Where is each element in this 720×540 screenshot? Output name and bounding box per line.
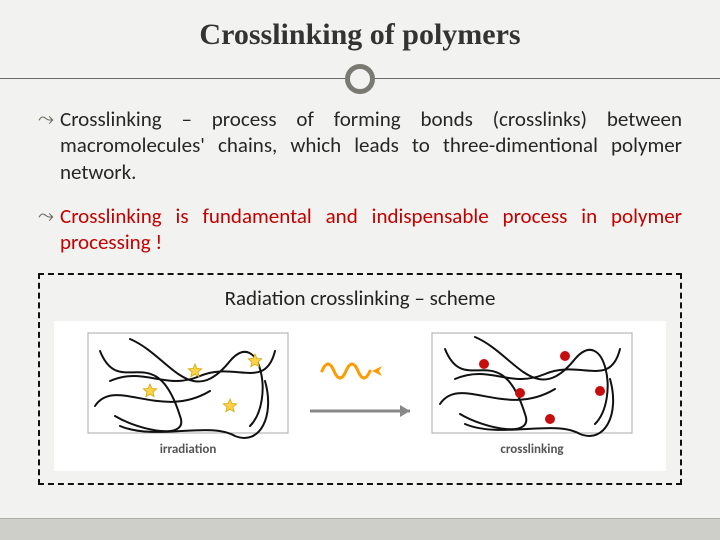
bottom-bar: [0, 518, 720, 540]
slide: Crosslinking of polymers ⤳Crosslinking –…: [0, 0, 720, 540]
process-arrowhead-icon: [400, 405, 410, 417]
radical-star-icon: [143, 384, 156, 397]
polymer-chain: [120, 381, 268, 438]
bullet-fragment: Crosslinking: [60, 106, 162, 132]
bullet-glyph-icon: ⤳: [38, 106, 54, 185]
polymer-chain: [100, 351, 181, 431]
polymer-chain: [465, 379, 613, 436]
crosslink-dot-icon: [545, 414, 555, 424]
polymer-chain: [440, 389, 555, 404]
crosslink-dot-icon: [560, 351, 570, 361]
irradiation-wave-icon: [322, 364, 370, 378]
content-area: ⤳Crosslinking – process of forming bonds…: [0, 96, 720, 255]
crosslink-dot-icon: [595, 386, 605, 396]
title-divider: [0, 62, 720, 96]
scheme-box: Radiation crosslinking – scheme irradiat…: [38, 273, 682, 485]
left-label: irradiation: [160, 442, 217, 457]
bullet-item: ⤳Crosslinking is fundamental and indispe…: [38, 203, 682, 256]
bullet-item: ⤳Crosslinking – process of forming bonds…: [38, 106, 682, 185]
irradiation-arrowhead-icon: [372, 366, 382, 376]
bullet-text: Crosslinking is fundamental and indispen…: [60, 203, 682, 256]
scheme-title: Radiation crosslinking – scheme: [54, 285, 666, 311]
slide-title: Crosslinking of polymers: [0, 18, 720, 52]
right-label: crosslinking: [500, 442, 564, 457]
radical-star-icon: [188, 364, 201, 377]
bullet-glyph-icon: ⤳: [38, 203, 54, 256]
radical-star-icon: [223, 399, 236, 412]
polymer-chain: [130, 339, 263, 426]
scheme-diagram: irradiation crosslinking: [54, 321, 666, 471]
crosslink-dot-icon: [479, 359, 489, 369]
polymer-chain: [475, 337, 608, 424]
crosslink-dot-icon: [515, 388, 525, 398]
bullet-text: Crosslinking – process of forming bonds …: [60, 106, 682, 185]
polymer-chain: [110, 351, 275, 381]
divider-circle-icon: [345, 64, 375, 94]
bullet-fragment: Crosslinking is fundamental and indispen…: [60, 203, 682, 255]
panel-box: [432, 333, 632, 433]
